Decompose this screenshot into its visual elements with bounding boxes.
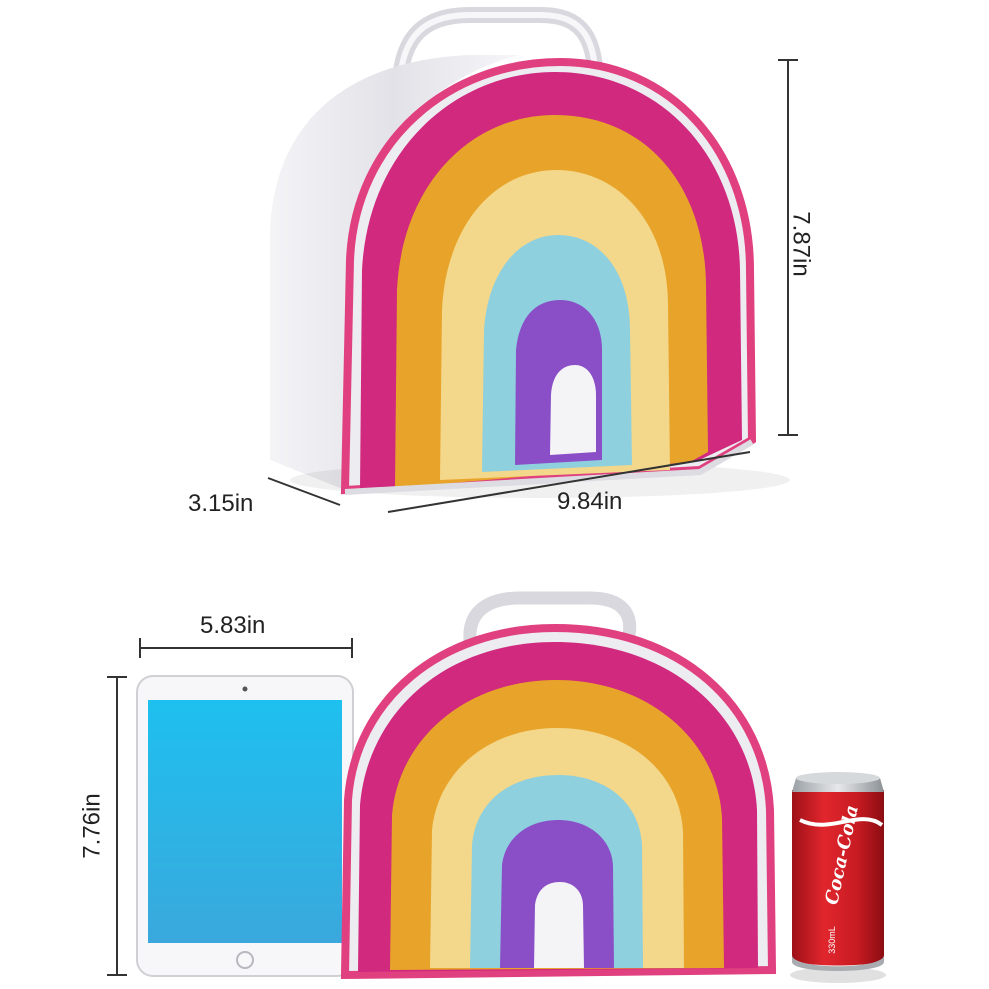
top-dimension-lines xyxy=(267,59,798,513)
tablet-screen xyxy=(148,700,342,943)
bag-side-panel xyxy=(270,55,520,490)
top-depth-label: 3.15in xyxy=(188,490,254,517)
top-height-label: 7.87in xyxy=(787,211,815,277)
tablet-home-button xyxy=(236,951,254,969)
rainbow-sequin-panel xyxy=(358,642,758,972)
top-lunch-bag xyxy=(270,7,790,498)
soda-can xyxy=(790,772,886,983)
can-volume-text: 330mL xyxy=(826,926,837,954)
bag-handle xyxy=(463,591,637,647)
tablet-height-label: 7.76in xyxy=(78,793,106,859)
bottom-dimension-lines xyxy=(107,638,353,976)
tablet-width-label: 5.83in xyxy=(200,612,266,639)
top-width-label: 9.84in xyxy=(557,488,623,515)
tablet-device xyxy=(136,675,354,977)
bottom-lunch-bag xyxy=(340,591,777,980)
rainbow-sequin-panel xyxy=(360,72,742,490)
tablet-camera xyxy=(242,686,248,692)
